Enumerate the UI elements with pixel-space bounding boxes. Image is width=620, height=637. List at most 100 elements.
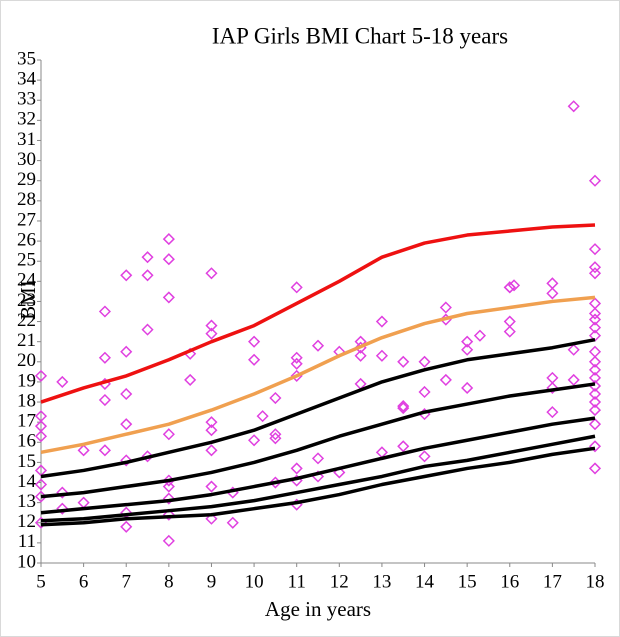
x-tick-label: 16 — [500, 571, 519, 592]
scatter-point — [205, 444, 218, 457]
scatter-point — [205, 512, 218, 525]
scatter-point — [248, 434, 261, 447]
scatter-point — [184, 373, 197, 386]
scatter-point — [418, 355, 431, 368]
line-series — [40, 223, 596, 404]
scatter-point — [418, 450, 431, 463]
x-tick-label: 12 — [330, 571, 349, 592]
scatter-point — [397, 400, 410, 413]
scatter-point — [588, 418, 602, 431]
scatter-point — [290, 281, 303, 294]
y-tick-label: 11 — [18, 531, 36, 552]
scatter-point — [588, 243, 602, 256]
y-tick-label: 33 — [17, 89, 36, 110]
scatter-point — [162, 492, 175, 505]
scatter-point — [567, 343, 580, 356]
x-tick-label: 15 — [458, 571, 477, 592]
scatter-point — [439, 373, 452, 386]
chart-title: IAP Girls BMI Chart 5-18 years — [212, 23, 508, 48]
scatter-point — [588, 174, 602, 187]
scatter-point — [588, 355, 602, 368]
scatter-point — [588, 404, 602, 417]
y-tick-label: 24 — [17, 270, 37, 291]
y-tick-label: 21 — [17, 330, 36, 351]
scatter-point — [546, 406, 559, 419]
line-series — [40, 295, 596, 455]
line-series — [40, 416, 596, 515]
scatter-point — [34, 478, 48, 491]
scatter-point — [503, 325, 516, 338]
scatter-point — [162, 508, 175, 521]
y-tick-label: 30 — [17, 149, 36, 170]
scatter-point — [588, 363, 602, 376]
scatter-point — [311, 452, 325, 465]
scatter-point — [461, 381, 474, 395]
scatter-point — [269, 391, 282, 405]
x-tick-label: 13 — [372, 571, 391, 592]
y-tick-label: 31 — [17, 129, 36, 150]
x-tick-label: 7 — [121, 571, 131, 592]
scatter-point — [507, 279, 521, 292]
scatter-point — [290, 351, 303, 364]
line-series — [40, 446, 596, 527]
y-tick-label: 15 — [17, 451, 36, 472]
scatter-point — [354, 349, 367, 362]
y-tick-label: 32 — [17, 109, 36, 130]
scatter-point — [439, 301, 452, 314]
scatter-point — [311, 339, 325, 352]
scatter-point — [503, 281, 516, 294]
scatter-point — [588, 261, 602, 274]
scatter-point — [226, 516, 239, 529]
y-tick-label: 35 — [17, 48, 36, 69]
scatter-point — [375, 349, 388, 362]
y-tick-label: 19 — [17, 370, 36, 391]
scatter-point — [567, 373, 580, 386]
scatter-point — [248, 335, 261, 348]
scatter-point — [205, 327, 218, 340]
scatter-point — [397, 402, 410, 415]
y-tick-label: 17 — [17, 411, 36, 432]
scatter-point — [34, 430, 48, 443]
scatter-point — [588, 267, 602, 280]
scatter-point — [141, 323, 154, 336]
scatter-point — [56, 375, 69, 388]
scatter-point — [567, 100, 580, 113]
scatter-point — [205, 267, 218, 280]
x-tick-label: 9 — [207, 571, 217, 592]
scatter-point — [588, 462, 602, 475]
scatter-point — [120, 454, 133, 467]
scatter-point — [397, 440, 410, 453]
y-tick-label: 28 — [17, 189, 36, 210]
y-tick-label: 13 — [17, 491, 36, 512]
scatter-point — [375, 315, 388, 328]
scatter-point — [120, 418, 133, 431]
scatter-point — [588, 395, 602, 409]
scatter-point — [120, 345, 133, 358]
scatter-point — [269, 432, 282, 445]
scatter-point — [461, 343, 474, 356]
scatter-point — [77, 444, 90, 457]
scatter-point — [205, 319, 218, 332]
y-tick-label: 18 — [17, 390, 36, 411]
scatter-point — [162, 233, 175, 246]
scatter-point — [120, 269, 133, 282]
line-series — [40, 382, 596, 499]
scatter-point — [418, 385, 431, 399]
scatter-point — [205, 480, 218, 493]
scatter-point — [461, 335, 474, 348]
x-tick-label: 17 — [543, 571, 562, 592]
scatter-point — [98, 305, 111, 318]
scatter-point — [588, 321, 602, 334]
y-tick-label: 27 — [17, 209, 36, 230]
x-tick-label: 10 — [245, 571, 264, 592]
scatter-point — [290, 357, 303, 370]
x-axis-label: Age in years — [265, 597, 371, 621]
line-series — [40, 337, 596, 479]
scatter-point — [205, 424, 218, 437]
scatter-point — [120, 520, 133, 533]
y-tick-label: 10 — [17, 551, 36, 572]
scatter-point — [141, 269, 154, 282]
x-tick-label: 5 — [36, 571, 46, 592]
x-tick-label: 14 — [415, 571, 435, 592]
scatter-point — [98, 444, 111, 457]
